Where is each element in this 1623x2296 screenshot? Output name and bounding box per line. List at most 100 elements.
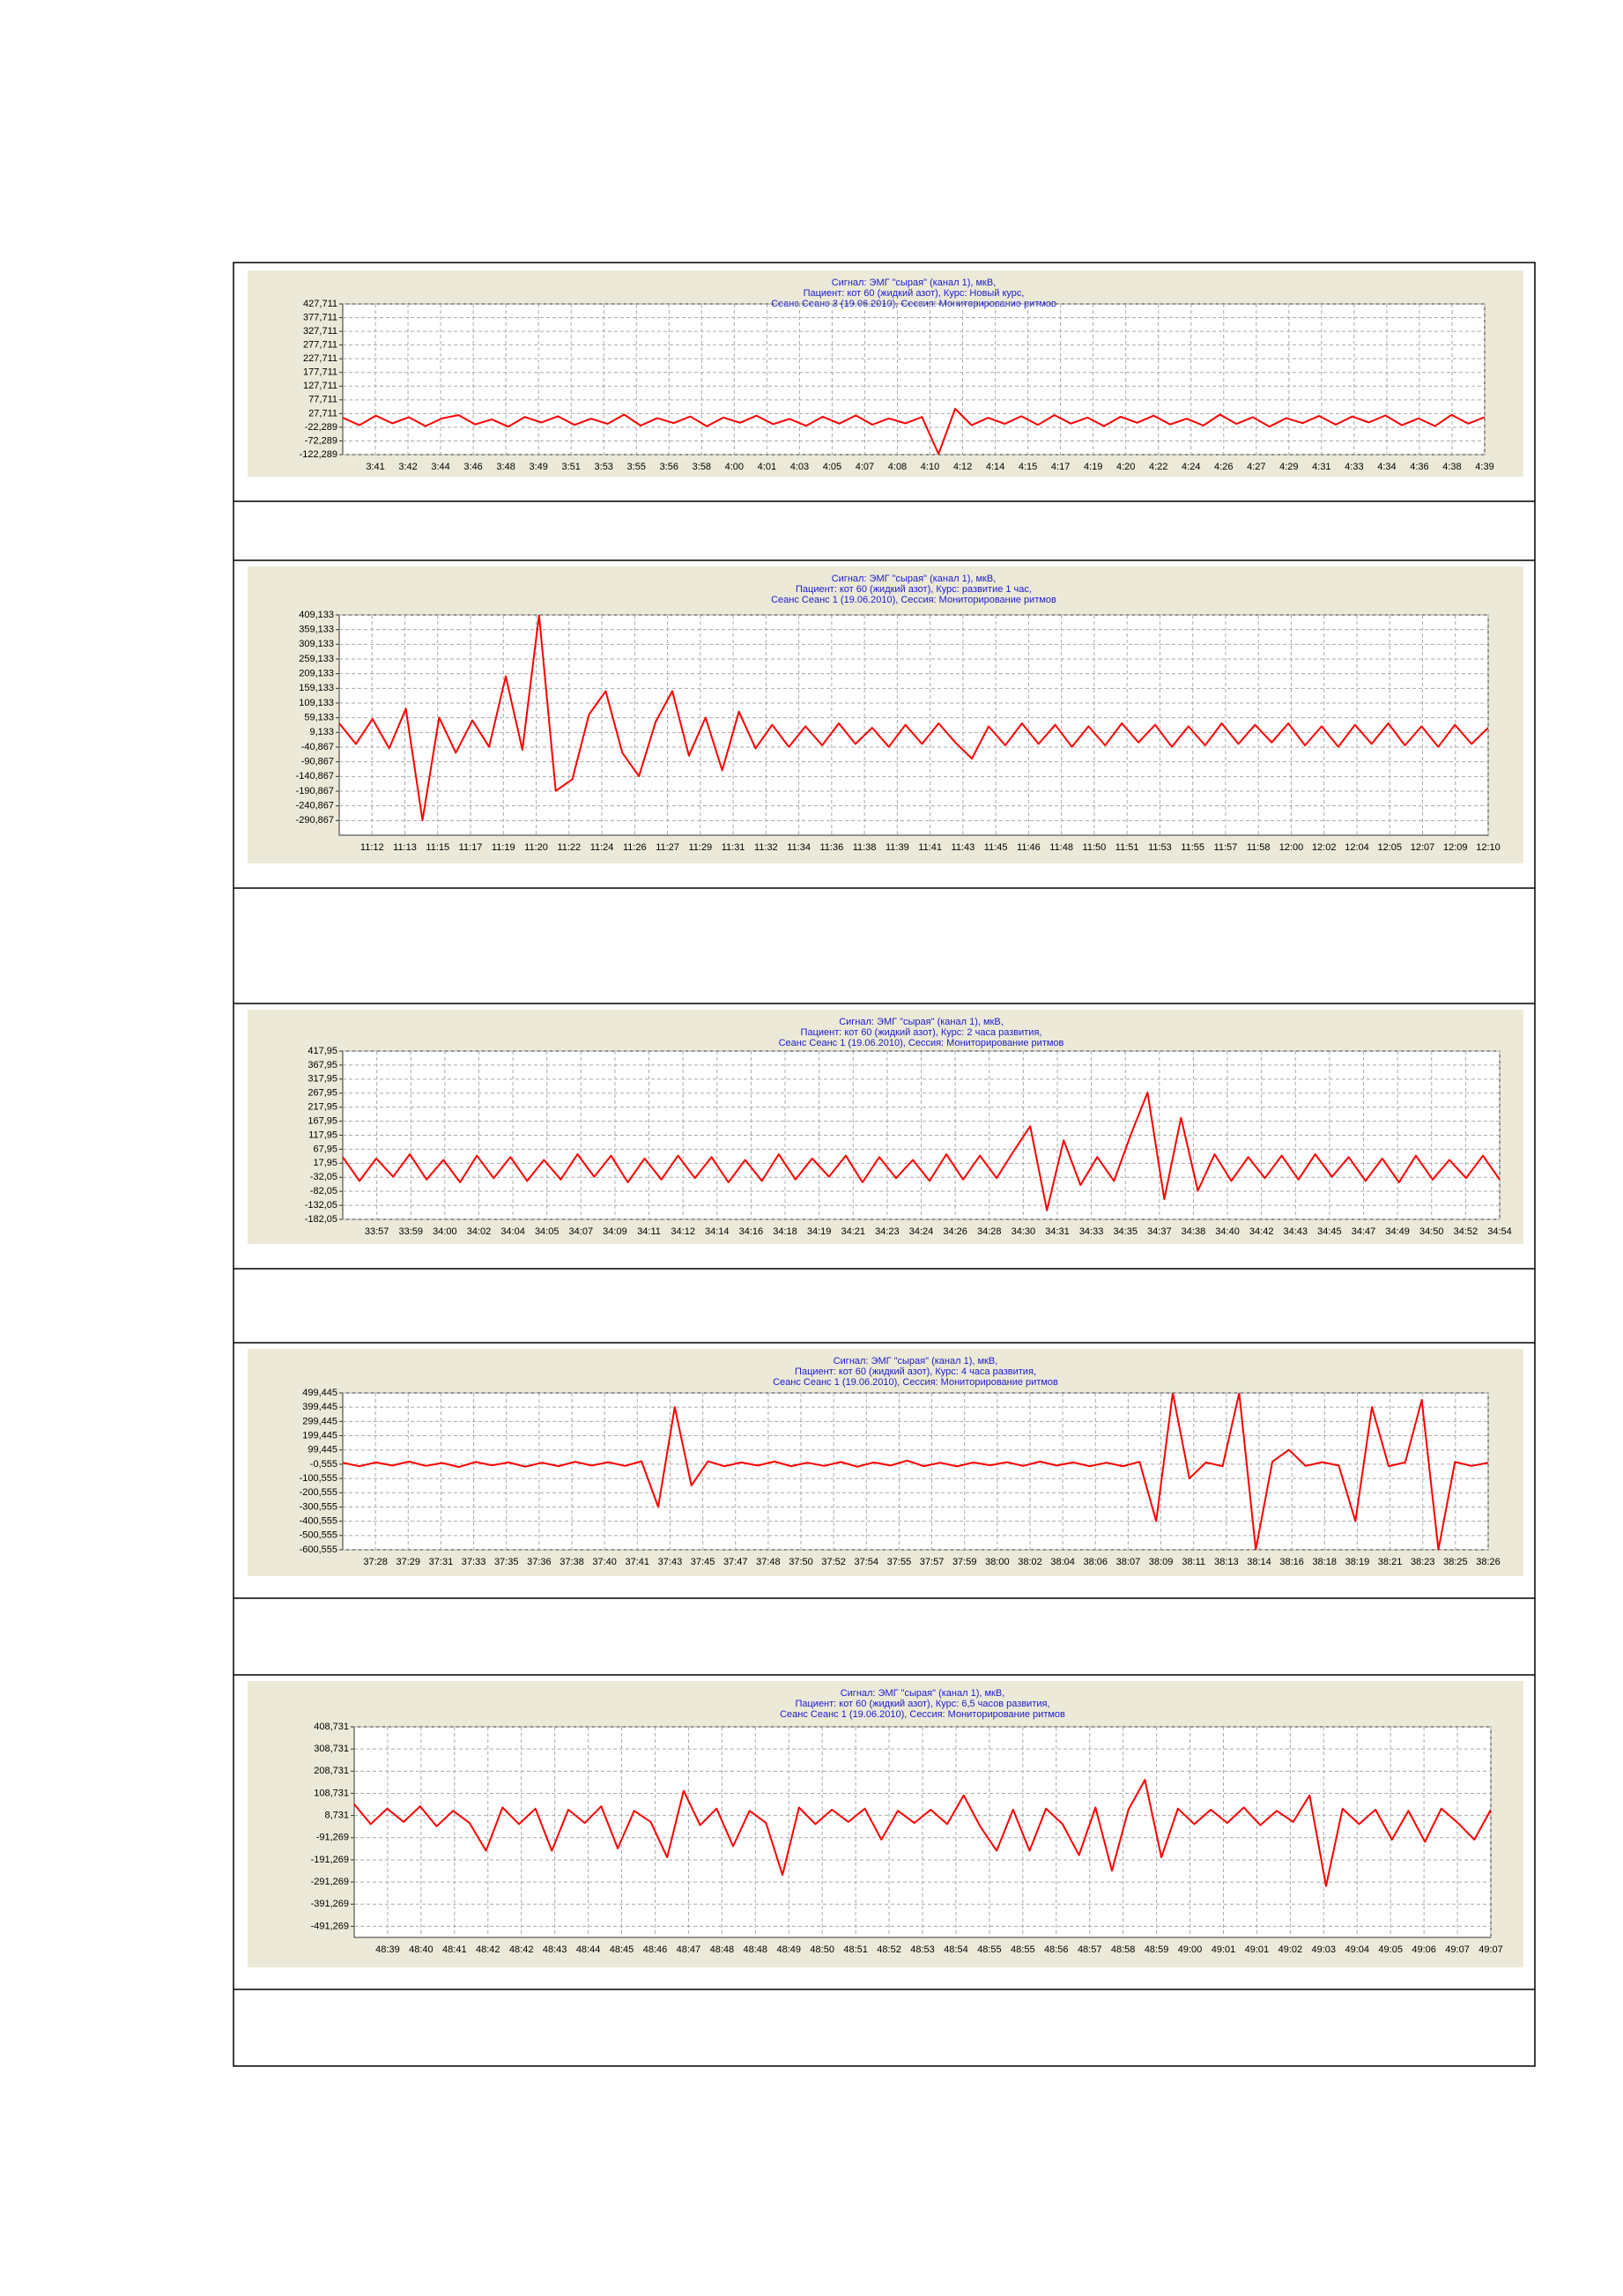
x-tick-label: 4:31 (1312, 462, 1330, 472)
x-tick-label: 37:48 (756, 1557, 781, 1567)
x-tick-label: 49:03 (1312, 1944, 1337, 1955)
x-tick-label: 12:02 (1312, 842, 1337, 853)
x-tick-label: 11:48 (1049, 842, 1073, 853)
y-tick-label: 109,133 (299, 698, 334, 708)
x-tick-label: 48:57 (1078, 1944, 1102, 1955)
x-tick-label: 48:53 (910, 1944, 935, 1955)
x-tick-label: 33:59 (398, 1226, 423, 1237)
x-tick-label: 37:36 (527, 1557, 552, 1567)
signal-line (343, 1393, 1488, 1550)
x-tick-label: 34:49 (1385, 1226, 1410, 1237)
x-tick-label: 11:53 (1148, 842, 1172, 853)
y-tick-label: 127,711 (303, 381, 337, 391)
x-tick-label: 38:18 (1313, 1557, 1338, 1567)
y-tick-label: 59,133 (304, 713, 334, 723)
chart-title: Пациент: кот 60 (жидкий азот), Курс: 6,5… (795, 1699, 1049, 1709)
chart-title: Пациент: кот 60 (жидкий азот), Курс: 4 ч… (795, 1366, 1036, 1377)
x-tick-label: 37:54 (855, 1557, 879, 1567)
x-tick-label: 48:46 (643, 1944, 668, 1955)
x-tick-label: 11:19 (492, 842, 515, 853)
y-tick-label: 317,95 (308, 1074, 337, 1085)
x-tick-label: 34:54 (1487, 1226, 1512, 1237)
x-tick-label: 48:47 (677, 1944, 701, 1955)
x-tick-label: 3:48 (496, 462, 515, 472)
x-tick-label: 38:02 (1018, 1557, 1042, 1567)
x-tick-label: 3:53 (595, 462, 613, 472)
x-tick-label: 12:07 (1411, 842, 1435, 853)
y-tick-label: -391,269 (311, 1899, 349, 1909)
x-tick-label: 38:06 (1084, 1557, 1108, 1567)
x-tick-label: 11:29 (688, 842, 712, 853)
y-tick-label: -400,555 (300, 1516, 337, 1527)
chart: Сигнал: ЭМГ "сырая" (канал 1), мкВ,Пацие… (248, 1010, 1523, 1244)
x-tick-label: 37:38 (560, 1557, 584, 1567)
chart: Сигнал: ЭМГ "сырая" (канал 1), мкВ,Пацие… (248, 270, 1523, 477)
y-tick-label: 327,711 (303, 326, 337, 337)
y-tick-label: -500,555 (300, 1530, 337, 1541)
x-tick-label: 4:19 (1084, 462, 1102, 472)
x-tick-label: 4:00 (725, 462, 744, 472)
x-tick-label: 4:05 (823, 462, 841, 472)
x-tick-label: 37:55 (887, 1557, 912, 1567)
chart-title: Пациент: кот 60 (жидкий азот), Курс: 2 ч… (801, 1027, 1042, 1038)
x-tick-label: 4:07 (856, 462, 874, 472)
signal-line (343, 408, 1485, 455)
y-tick-label: 9,133 (309, 727, 334, 737)
x-tick-label: 48:44 (576, 1944, 601, 1955)
x-tick-label: 4:03 (790, 462, 809, 472)
x-tick-label: 34:28 (977, 1226, 1002, 1237)
x-tick-label: 38:07 (1116, 1557, 1141, 1567)
y-tick-label: 277,711 (303, 340, 337, 351)
x-tick-label: 48:54 (944, 1944, 968, 1955)
x-tick-label: 38:19 (1345, 1557, 1370, 1567)
x-tick-label: 48:42 (509, 1944, 534, 1955)
x-tick-label: 34:23 (875, 1226, 900, 1237)
x-tick-label: 11:43 (952, 842, 975, 853)
chart-title: Сигнал: ЭМГ "сырая" (канал 1), мкВ, (834, 1356, 998, 1366)
x-tick-label: 37:43 (658, 1557, 683, 1567)
x-tick-label: 11:51 (1115, 842, 1139, 853)
y-tick-label: 67,95 (313, 1144, 337, 1154)
chart-title: Пациент: кот 60 (жидкий азот), Курс: Нов… (804, 288, 1025, 299)
x-tick-label: 34:14 (705, 1226, 730, 1237)
x-tick-label: 48:59 (1145, 1944, 1169, 1955)
signal-line (343, 1092, 1500, 1211)
y-tick-label: -300,555 (300, 1501, 337, 1512)
x-tick-label: 4:39 (1475, 462, 1493, 472)
x-tick-label: 38:14 (1247, 1557, 1271, 1567)
x-tick-label: 11:36 (819, 842, 843, 853)
chart-title: Пациент: кот 60 (жидкий азот), Курс: раз… (796, 584, 1032, 595)
x-tick-label: 11:26 (623, 842, 647, 853)
y-tick-label: -200,555 (300, 1487, 337, 1498)
chart: Сигнал: ЭМГ "сырая" (канал 1), мкВ,Пацие… (248, 1681, 1523, 1967)
x-tick-label: 3:51 (561, 462, 580, 472)
x-tick-label: 34:52 (1454, 1226, 1478, 1237)
x-tick-label: 11:27 (656, 842, 679, 853)
y-tick-label: 208,731 (314, 1766, 349, 1776)
x-tick-label: 34:02 (467, 1226, 492, 1237)
y-tick-label: -90,867 (301, 757, 334, 767)
table-frame (233, 262, 1536, 2067)
x-tick-label: 3:49 (529, 462, 547, 472)
x-tick-label: 12:09 (1443, 842, 1468, 853)
x-tick-label: 34:37 (1147, 1226, 1172, 1237)
x-tick-label: 49:02 (1278, 1944, 1303, 1955)
x-tick-label: 4:29 (1279, 462, 1298, 472)
x-tick-label: 33:57 (365, 1226, 389, 1237)
x-tick-label: 49:01 (1212, 1944, 1236, 1955)
table-border (233, 262, 1536, 2067)
x-tick-label: 34:11 (637, 1226, 661, 1237)
x-tick-label: 38:04 (1050, 1557, 1075, 1567)
x-tick-label: 3:55 (627, 462, 646, 472)
y-tick-label: 167,95 (308, 1115, 337, 1126)
x-tick-label: 11:24 (590, 842, 614, 853)
x-tick-label: 49:05 (1378, 1944, 1403, 1955)
x-tick-label: 37:52 (821, 1557, 846, 1567)
x-tick-label: 34:04 (500, 1226, 525, 1237)
x-tick-label: 48:48 (710, 1944, 735, 1955)
x-tick-label: 38:16 (1279, 1557, 1304, 1567)
x-tick-label: 37:31 (429, 1557, 454, 1567)
chart-title: Сеанс Сеанс 1 (19.06.2010), Сессия: Мони… (771, 595, 1056, 605)
y-tick-label: 417,95 (308, 1046, 337, 1056)
